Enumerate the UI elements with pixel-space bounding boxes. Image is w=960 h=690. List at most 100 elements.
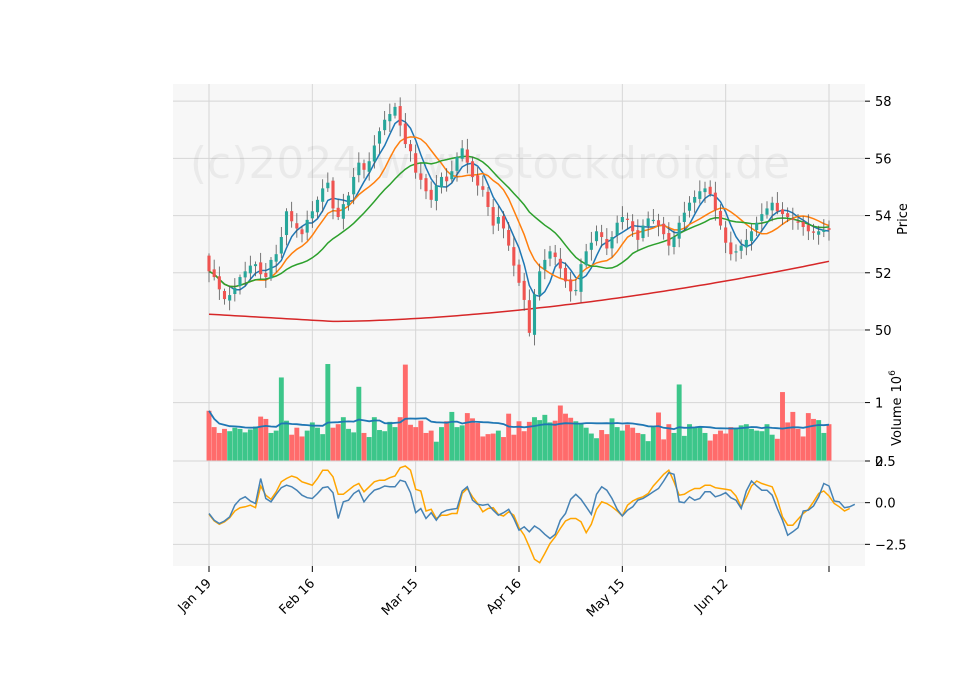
volume-bar-down — [397, 417, 403, 461]
volume-bar-down — [800, 436, 806, 461]
volume-bars — [206, 364, 832, 461]
ma-line-ma10 — [208, 136, 830, 288]
volume-bar-down — [563, 413, 568, 461]
volume-bar-up — [733, 427, 739, 461]
volume-bar-down — [475, 423, 481, 461]
volume-scale-base: 10 — [890, 376, 905, 393]
candle-down — [791, 218, 795, 220]
x-tick-label: Mar 15 — [379, 576, 422, 619]
candle-up — [233, 287, 237, 295]
volume-bar-up — [340, 417, 346, 461]
indicator-tick-label: −2.5 — [875, 538, 907, 553]
volume-bar-down — [712, 434, 718, 461]
candle-down — [667, 233, 671, 246]
candle-up — [739, 245, 743, 251]
volume-bar-up — [273, 430, 279, 461]
x-tick-label: Apr 16 — [484, 576, 525, 617]
volume-bar-up — [650, 427, 656, 461]
volume-bar-up — [821, 432, 827, 461]
volume-bar-up — [619, 430, 625, 461]
volume-bar-up — [537, 420, 543, 461]
candle-down — [507, 230, 511, 246]
candle-down — [290, 211, 294, 222]
volume-bar-up — [743, 424, 749, 461]
volume-bar-down — [661, 439, 667, 461]
candle-up — [388, 114, 392, 122]
volume-bar-up — [325, 364, 331, 461]
candle-down — [527, 300, 531, 333]
volume-bar-down — [408, 424, 413, 461]
volume-bar-up — [304, 430, 310, 461]
indicator-gridlines — [173, 460, 865, 566]
volume-bar-down — [216, 432, 222, 461]
volume-bar-up — [671, 432, 677, 461]
volume-bar-up — [237, 428, 243, 461]
volume-bar-up — [387, 421, 393, 461]
volume-bar-up — [697, 427, 703, 461]
candle-down — [775, 202, 779, 212]
candle-up — [532, 294, 537, 335]
volume-bar-down — [480, 436, 486, 461]
volume-bar-down — [413, 427, 419, 461]
volume-tick-label: 0 — [875, 455, 883, 470]
volume-bar-up — [253, 426, 258, 461]
volume-panel: 0 1 Volume 106 — [173, 350, 905, 470]
volume-bar-up — [309, 422, 315, 461]
candle-up — [496, 217, 500, 224]
volume-bar-down — [526, 421, 532, 461]
volume-bar-down — [444, 421, 450, 461]
volume-bar-up — [346, 428, 351, 461]
volume-bar-down — [811, 418, 816, 461]
ma-line-ma100 — [208, 260, 830, 323]
volume-bar-up — [692, 427, 698, 461]
candle-up — [279, 237, 283, 254]
watermark: (c)2024 www.stockdroid.de — [190, 138, 790, 189]
volume-bar-down — [707, 440, 713, 461]
candlesticks — [207, 97, 831, 346]
volume-bar-down — [516, 421, 522, 461]
volume-average-path — [208, 410, 830, 431]
volume-bar-down — [552, 420, 558, 461]
price-tick-label: 52 — [875, 267, 892, 282]
volume-bar-down — [630, 427, 636, 461]
price-axis-ticks: 50 52 54 56 58 — [865, 95, 892, 339]
volume-scale-exponent: 6 — [888, 370, 898, 376]
volume-bar-up — [459, 425, 465, 461]
volume-bar-down — [222, 428, 227, 461]
candle-down — [801, 221, 805, 228]
candle-up — [274, 254, 278, 262]
volume-axis-title: Volume 106 — [888, 370, 905, 446]
volume-bar-up — [676, 384, 682, 461]
volume-bar-down — [258, 416, 264, 461]
candle-down — [512, 247, 516, 266]
candle-up — [393, 106, 397, 116]
volume-bar-down — [635, 432, 641, 461]
candle-up — [620, 217, 624, 223]
candle-down — [600, 232, 604, 238]
candle-up — [253, 264, 258, 267]
candle-up — [455, 156, 459, 171]
candle-up — [243, 271, 247, 278]
volume-bar-up — [439, 427, 444, 461]
candle-up — [357, 162, 361, 176]
volume-bar-up — [268, 432, 274, 461]
candle-up — [584, 251, 588, 266]
volume-bar-down — [289, 434, 295, 461]
candle-up — [589, 242, 593, 250]
volume-bar-down — [780, 392, 785, 461]
candle-up — [352, 176, 356, 195]
candle-up — [538, 271, 542, 295]
volume-bar-up — [433, 441, 439, 461]
candle-up — [228, 295, 232, 301]
volume-bar-down — [599, 430, 605, 461]
candle-up — [310, 211, 314, 219]
candle-up — [677, 222, 681, 239]
volume-tick-label: 1 — [875, 397, 883, 412]
volume-bar-down — [206, 410, 212, 461]
candle-down — [300, 229, 304, 235]
candle-down — [656, 220, 661, 226]
candle-up — [770, 202, 774, 211]
candle-up — [749, 231, 754, 242]
candle-up — [326, 182, 330, 189]
x-axis-ticks: Jan 19 Feb 16 Mar 15 Apr 16 May 15 Jun 12 — [175, 566, 830, 620]
